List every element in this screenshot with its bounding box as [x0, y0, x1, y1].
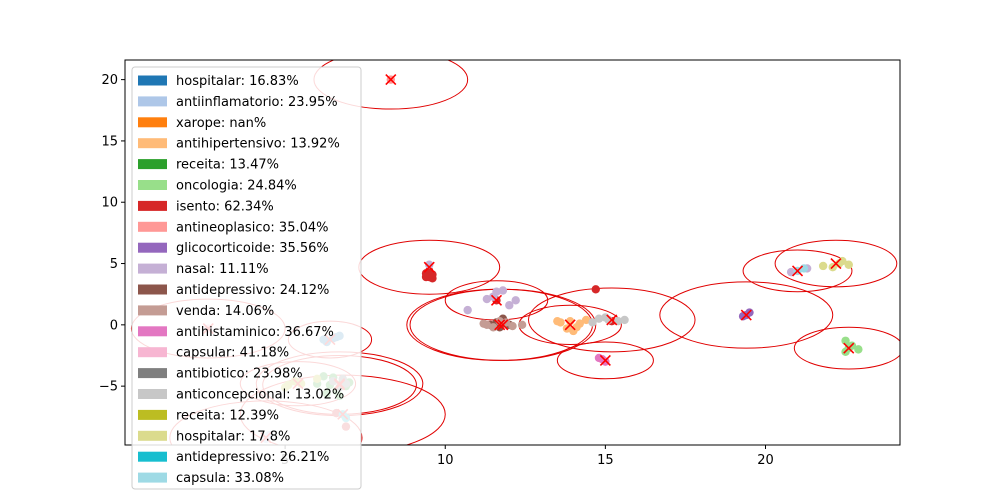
legend-label: isento: 62.34%	[176, 199, 274, 214]
legend-swatch	[138, 347, 167, 358]
data-point	[594, 314, 604, 323]
centroid-marker	[830, 257, 842, 270]
legend-label: receita: 13.47%	[176, 158, 279, 173]
data-point	[428, 270, 437, 279]
cluster-ellipse	[528, 287, 696, 353]
legend-label: antidepressivo: 24.12%	[176, 283, 329, 298]
data-point	[421, 272, 431, 282]
cluster-ellipse	[556, 341, 654, 380]
legend-swatch	[138, 263, 167, 274]
legend-label: antidepressivo: 26.21%	[176, 450, 329, 465]
data-point	[511, 296, 520, 305]
legend-swatch	[138, 284, 167, 295]
centroid-marker	[564, 319, 576, 331]
legend-label: hospitalar: 17.8%	[176, 429, 290, 444]
x-tick-label: 15	[597, 453, 614, 468]
y-tick-label: 20	[101, 73, 118, 88]
plot-frame	[124, 59, 901, 446]
data-point	[482, 294, 492, 304]
data-point	[581, 315, 591, 325]
legend-swatch	[138, 242, 167, 253]
legend-swatch	[138, 409, 167, 420]
centroid-marker	[791, 265, 804, 277]
legend-label: antineoplasico: 35.04%	[176, 220, 329, 235]
legend-label: receita: 12.39%	[176, 408, 279, 423]
data-point	[508, 321, 517, 331]
data-point	[425, 260, 434, 269]
data-point	[854, 345, 863, 354]
legend-label: antiinflamatorio: 23.95%	[176, 95, 338, 110]
data-point	[517, 320, 527, 330]
y-tick-label: 15	[101, 134, 118, 149]
data-point	[588, 318, 597, 327]
centroid-marker	[497, 319, 509, 331]
data-point	[620, 315, 629, 325]
legend-swatch	[138, 430, 167, 441]
legend-box	[131, 66, 362, 490]
data-point	[844, 260, 853, 269]
centroid-marker	[843, 342, 855, 354]
legend-label: capsular: 41.18%	[176, 346, 289, 361]
legend-swatch	[138, 75, 167, 86]
data-point	[553, 316, 562, 326]
legend: hospitalar: 16.83% antiinflamatorio: 23.9…	[131, 66, 362, 490]
data-point	[841, 336, 850, 345]
centroid-marker	[423, 261, 435, 273]
legend-swatch	[138, 138, 167, 149]
legend-label: hospitalar: 16.83%	[176, 74, 299, 89]
legend-label: nasal: 11.11%	[176, 262, 269, 277]
data-point	[492, 287, 501, 296]
centroid-marker	[606, 314, 618, 326]
y-tick-label: 5	[110, 257, 118, 272]
y-tick-label: 0	[110, 318, 118, 333]
x-tick-label: 20	[757, 453, 774, 468]
legend-swatch	[138, 200, 167, 211]
x-tick-label: 10	[437, 453, 454, 468]
legend-swatch	[138, 159, 167, 170]
cluster-ellipse	[742, 249, 853, 293]
legend-label: anticoncepcional: 13.02%	[176, 388, 344, 403]
legend-label: venda: 14.06%	[176, 304, 274, 319]
centroid-marker	[385, 74, 397, 86]
centroid-marker	[494, 319, 506, 331]
legend-swatch	[138, 472, 167, 483]
y-tick-label: 10	[101, 196, 118, 211]
legend-label: capsula: 33.08%	[176, 471, 284, 486]
legend-swatch	[138, 305, 167, 316]
data-point	[479, 319, 488, 328]
legend-label: xarope: nan%	[176, 116, 266, 131]
data-point	[818, 261, 828, 271]
cluster-ellipse	[793, 326, 900, 370]
legend-label: antibiotico: 23.98%	[176, 367, 303, 382]
legend-swatch	[138, 368, 167, 379]
legend-swatch	[138, 96, 167, 107]
data-point	[591, 285, 600, 294]
y-tick-label: −5	[99, 380, 118, 395]
cluster-ellipse	[774, 239, 898, 288]
data-point	[463, 305, 472, 315]
cluster-ellipse	[659, 281, 834, 349]
centroid-marker	[599, 354, 611, 366]
legend-label: glicocorticoide: 35.56%	[176, 241, 329, 256]
legend-swatch	[138, 326, 167, 337]
legend-label: oncologia: 24.84%	[176, 179, 297, 194]
data-point	[505, 301, 514, 310]
centroid-marker	[490, 294, 503, 306]
legend-swatch	[138, 451, 167, 462]
legend-swatch	[138, 180, 167, 190]
centroid-marker	[740, 309, 752, 321]
legend-swatch	[138, 389, 167, 399]
legend-label: antihipertensivo: 13.92%	[176, 137, 340, 152]
legend-swatch	[138, 117, 167, 128]
legend-label: antihistaminico: 36.67%	[176, 325, 334, 340]
data-point	[498, 286, 508, 295]
legend-swatch	[138, 221, 167, 232]
